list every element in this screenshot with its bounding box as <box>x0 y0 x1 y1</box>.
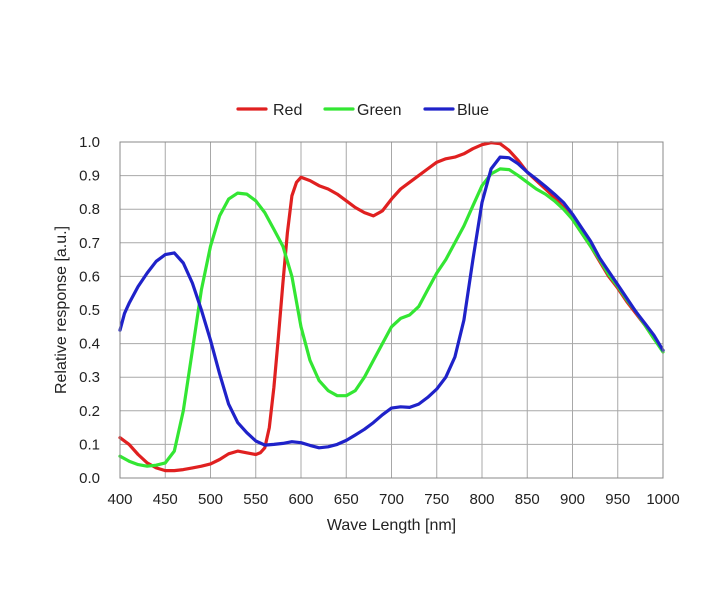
y-axis-title: Relative response [a.u.] <box>53 226 70 394</box>
plot-frame <box>119 141 664 479</box>
y-tick-label: 0.3 <box>79 369 100 386</box>
x-axis-title: Wave Length [nm] <box>327 517 456 534</box>
y-tick-label: 0.2 <box>79 403 100 420</box>
x-tick-label: 650 <box>334 491 359 508</box>
legend-label-blue: Blue <box>457 102 489 119</box>
x-tick-label: 500 <box>198 491 223 508</box>
legend-label-green: Green <box>357 102 401 119</box>
y-tick-label: 0.7 <box>79 235 100 252</box>
x-tick-label: 850 <box>515 491 540 508</box>
x-tick-labels: 400 450 500 550 600 650 700 750 800 850 900 950 1000 <box>107 491 679 508</box>
y-tick-labels: 0.0 0.1 0.2 0.3 0.4 0.5 0.6 0.7 0.8 0.9 1.0 <box>79 134 100 487</box>
x-tick-label: 550 <box>243 491 268 508</box>
y-tick-label: 0.6 <box>79 268 100 285</box>
y-tick-label: 0.8 <box>79 201 100 218</box>
x-tick-label: 750 <box>424 491 449 508</box>
x-tick-label: 1000 <box>646 491 679 508</box>
x-tick-label: 600 <box>288 491 313 508</box>
legend-label-red: Red <box>273 102 302 119</box>
x-tick-label: 400 <box>107 491 132 508</box>
series-line-blue <box>118 155 665 450</box>
series-lines <box>118 141 665 473</box>
y-tick-label: 0.9 <box>79 168 100 185</box>
x-tick-label: 700 <box>379 491 404 508</box>
plot-border <box>119 141 664 479</box>
legend: Red Green Blue <box>236 102 489 119</box>
y-tick-label: 1.0 <box>79 134 100 151</box>
y-tick-label: 0.1 <box>79 436 100 453</box>
x-tick-label: 800 <box>469 491 494 508</box>
y-tick-label: 0.4 <box>79 336 100 353</box>
x-tick-label: 950 <box>605 491 630 508</box>
y-tick-label: 0.0 <box>79 470 100 487</box>
y-tick-label: 0.5 <box>79 302 100 319</box>
series-line-green <box>118 167 665 468</box>
x-tick-label: 900 <box>560 491 585 508</box>
x-tick-label: 450 <box>153 491 178 508</box>
